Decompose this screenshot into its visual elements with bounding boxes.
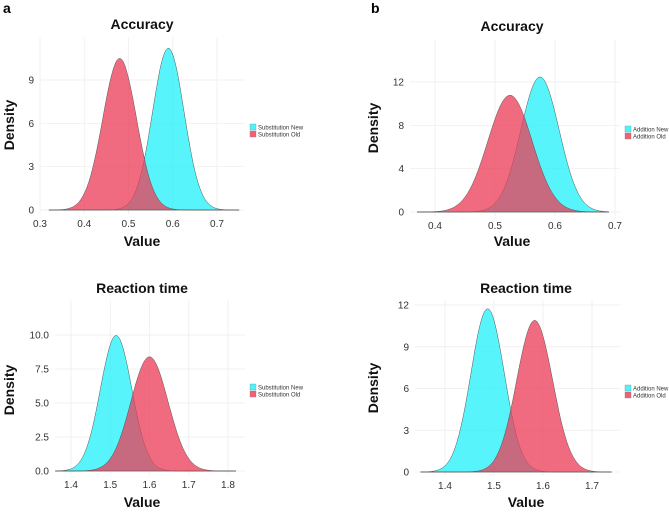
y-axis-label: Density	[365, 103, 381, 154]
chart-title: Accuracy	[110, 16, 173, 32]
x-tick-label: 1.6	[536, 481, 550, 492]
chart-title: Accuracy	[480, 18, 543, 34]
x-tick-label: 0.4	[77, 219, 91, 230]
x-tick-label: 1.5	[487, 481, 501, 492]
y-tick-label: 12	[398, 301, 410, 312]
panel-letter-b: b	[371, 0, 380, 16]
x-tick-label: 1.6	[143, 480, 157, 491]
legend-label: Addition New	[633, 127, 669, 133]
density-area-addition-old	[417, 94, 609, 213]
legend-swatch	[624, 391, 632, 399]
chart-panel-1: 0 3 6 9 0.3 0.4 0.5 0.6 0.7 Substitution NewSubst…	[1, 16, 304, 249]
y-tick-label: 9	[28, 76, 34, 87]
y-tick-label: 3	[403, 426, 409, 437]
legend-swatch	[249, 130, 257, 138]
density-area-substitution-old	[48, 58, 240, 211]
legend-label: Addition Old	[633, 393, 666, 399]
chart-title: Reaction time	[96, 280, 188, 296]
y-tick-label: 0	[398, 208, 404, 219]
x-tick-label: 0.6	[166, 219, 180, 230]
x-tick-label: 0.3	[33, 219, 47, 230]
x-tick-label: 1.7	[585, 481, 599, 492]
legend-swatch	[624, 125, 632, 133]
y-tick-label: 12	[393, 78, 405, 89]
x-tick-label: 0.5	[488, 221, 502, 232]
density-area-substitution-old	[55, 356, 236, 472]
x-tick-label: 1.4	[438, 481, 452, 492]
y-tick-label: 5.0	[35, 399, 49, 410]
legend-swatch	[624, 384, 632, 392]
x-tick-label: 0.7	[210, 219, 224, 230]
x-tick-label: 0.4	[428, 221, 442, 232]
chart-title: Reaction time	[480, 280, 572, 296]
legend-label: Addition New	[633, 386, 669, 392]
y-tick-label: 7.5	[35, 365, 49, 376]
y-tick-label: 3	[28, 162, 34, 173]
legend-swatch	[249, 383, 257, 391]
legend-label: Substitution Old	[258, 392, 300, 398]
y-tick-label: 9	[403, 342, 409, 353]
x-axis-label: Value	[508, 494, 545, 510]
x-tick-label: 1.5	[103, 480, 117, 491]
y-tick-label: 8	[398, 121, 404, 132]
x-axis-label: Value	[124, 494, 161, 510]
x-tick-label: 1.4	[64, 480, 78, 491]
panel-letter-a: a	[3, 0, 11, 16]
x-tick-label: 1.8	[221, 480, 235, 491]
x-tick-label: 1.7	[182, 480, 196, 491]
legend-label: Substitution New	[258, 125, 304, 131]
y-axis-label: Density	[365, 363, 381, 414]
legend-label: Addition Old	[633, 134, 666, 140]
x-tick-label: 0.6	[548, 221, 562, 232]
legend-swatch	[624, 132, 632, 140]
y-tick-label: 2.5	[35, 433, 49, 444]
y-tick-label: 0	[403, 468, 409, 479]
x-axis-label: Value	[494, 233, 531, 249]
legend-swatch	[249, 390, 257, 398]
x-tick-label: 0.7	[608, 221, 622, 232]
chart-panel-3: 0.0 2.5 5.0 7.5 10.0 1.4 1.5 1.6 1.7 1.8 Substitut…	[1, 280, 304, 510]
y-tick-label: 10.0	[30, 331, 50, 342]
legend-swatch	[249, 123, 257, 131]
legend-label: Substitution Old	[258, 132, 300, 138]
x-axis-label: Value	[124, 233, 161, 249]
y-tick-label: 0.0	[35, 467, 49, 478]
x-tick-label: 0.5	[122, 219, 136, 230]
y-tick-label: 6	[28, 119, 34, 130]
y-axis-label: Density	[1, 100, 17, 151]
y-tick-label: 6	[403, 384, 409, 395]
y-tick-label: 0	[28, 206, 34, 217]
legend-label: Substitution New	[258, 385, 304, 391]
density-area-addition-old	[420, 320, 612, 473]
y-tick-label: 4	[398, 164, 404, 175]
y-axis-label: Density	[1, 365, 17, 416]
